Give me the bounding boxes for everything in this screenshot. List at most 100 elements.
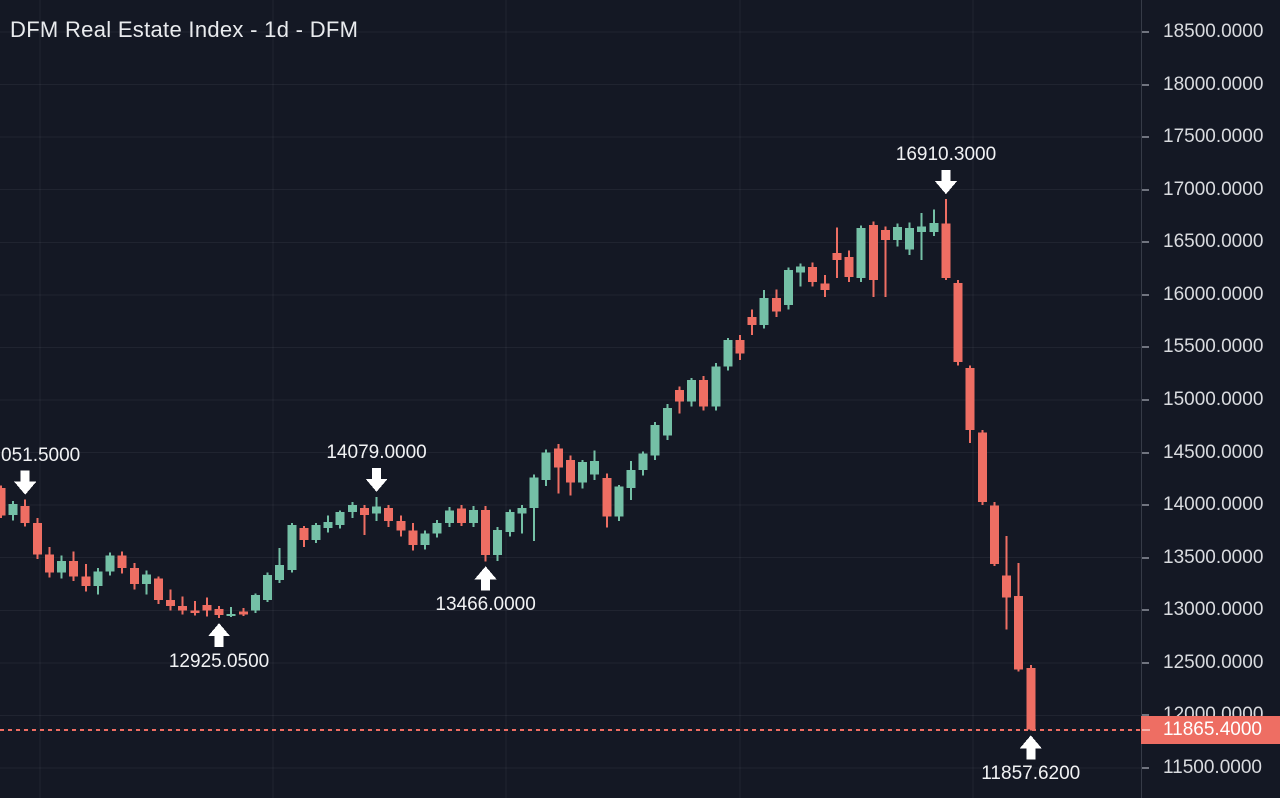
candle-body-up <box>250 595 260 611</box>
candle-body-up <box>311 525 321 541</box>
arrow-up-stem <box>481 579 491 591</box>
candle-body-down <box>20 506 30 524</box>
candle-body-down <box>359 507 369 516</box>
arrow-down-stem <box>372 467 382 479</box>
current-price-line <box>0 728 1141 731</box>
candle-body-down <box>214 609 224 616</box>
candle <box>69 551 79 581</box>
current-price-value: 11865.4000 <box>1163 718 1262 740</box>
current-price-label: 11865.4000 <box>1141 715 1280 744</box>
candle-body-down <box>953 282 963 363</box>
annotation-label: 16910.3000 <box>895 144 997 166</box>
candle-body-down <box>880 230 890 241</box>
candle-body-up <box>57 560 67 573</box>
candle-wick <box>230 607 233 618</box>
axis-tick <box>1142 504 1149 507</box>
y-axis-label: 15000.0000 <box>1163 389 1264 410</box>
candle-body-down <box>299 528 309 541</box>
candle <box>202 597 212 617</box>
candle <box>57 555 67 579</box>
gridlines <box>0 0 1141 798</box>
y-axis-label: 14000.0000 <box>1163 494 1264 516</box>
candle <box>759 290 769 329</box>
candle <box>299 526 309 548</box>
candle <box>868 221 878 297</box>
candle-body-up <box>541 452 551 480</box>
candle <box>905 222 915 255</box>
arrow-down-stem <box>20 470 30 482</box>
axis-tick <box>1142 714 1149 717</box>
y-axis-label: 18000.0000 <box>1163 73 1264 95</box>
candle-body-down <box>735 340 745 354</box>
y-axis-label: 13000.0000 <box>1163 599 1264 621</box>
axis-tick <box>1142 83 1149 86</box>
candle <box>178 596 188 615</box>
candle <box>493 527 503 561</box>
candle <box>626 460 636 500</box>
candle-body-up <box>275 564 285 580</box>
candle-body-up <box>287 525 297 571</box>
candle <box>263 572 273 602</box>
candle-wick <box>363 505 366 536</box>
candle-body-down <box>190 610 200 613</box>
candle-wick <box>193 600 196 616</box>
y-axis-label: 14500.0000 <box>1163 441 1264 463</box>
arrow-up-icon <box>208 623 231 637</box>
candle-body-down <box>820 283 830 291</box>
candle <box>832 227 842 279</box>
y-axis-label: 18500.0000 <box>1163 21 1264 42</box>
annotation-label: 051.5000 <box>1 444 81 466</box>
candle-body-up <box>590 460 600 475</box>
y-axis-label: 13500.0000 <box>1163 546 1264 568</box>
candle <box>335 510 345 529</box>
candle-wick <box>181 596 184 615</box>
candle <box>238 608 248 617</box>
candles <box>0 199 1036 731</box>
candle-body-down <box>69 560 79 577</box>
candle-body-up <box>347 505 357 512</box>
price-axis[interactable]: 18500.0000 18000.0000 17500.0000 17000.0000… <box>1141 0 1280 798</box>
candle-body-up <box>93 571 103 587</box>
candle <box>226 607 236 618</box>
candle-body-up <box>468 509 478 524</box>
candle <box>917 212 927 261</box>
axis-tick <box>1142 609 1149 612</box>
candle <box>989 501 999 567</box>
candle <box>856 225 866 283</box>
candle <box>565 455 575 496</box>
candle <box>81 564 91 592</box>
annotation-label: 14079.0000 <box>326 441 427 463</box>
y-axis-label: 12500.0000 <box>1163 651 1264 673</box>
arrow-down-icon <box>14 481 37 495</box>
candle <box>602 473 612 528</box>
candle-body-up <box>856 228 866 279</box>
candle-body-down <box>238 611 248 615</box>
candle <box>662 404 672 440</box>
axis-tick <box>1142 767 1149 769</box>
candle-body-up <box>662 407 672 436</box>
candle <box>614 485 624 521</box>
candle-body-down <box>553 448 563 468</box>
candle-body-down <box>844 257 854 277</box>
candle <box>468 506 478 528</box>
candle-body-down <box>153 578 163 600</box>
axis-tick <box>1142 136 1149 139</box>
arrow-down-icon <box>934 181 957 195</box>
candle <box>880 226 890 297</box>
candle <box>153 576 163 604</box>
chart-title: DFM Real Estate Index - 1d - DFM <box>10 17 359 42</box>
candle <box>20 499 30 527</box>
candle <box>529 474 539 541</box>
axis-tick <box>1142 31 1149 33</box>
arrow-up-stem <box>1026 748 1036 760</box>
candle <box>929 209 939 236</box>
candle <box>420 530 430 550</box>
candle <box>747 309 757 335</box>
candle <box>699 375 709 411</box>
annotation-label: 11857.6200 <box>981 763 1081 785</box>
candle <box>1002 536 1012 630</box>
candle <box>965 365 975 444</box>
candle <box>166 589 176 611</box>
candle-body-up <box>517 507 527 514</box>
